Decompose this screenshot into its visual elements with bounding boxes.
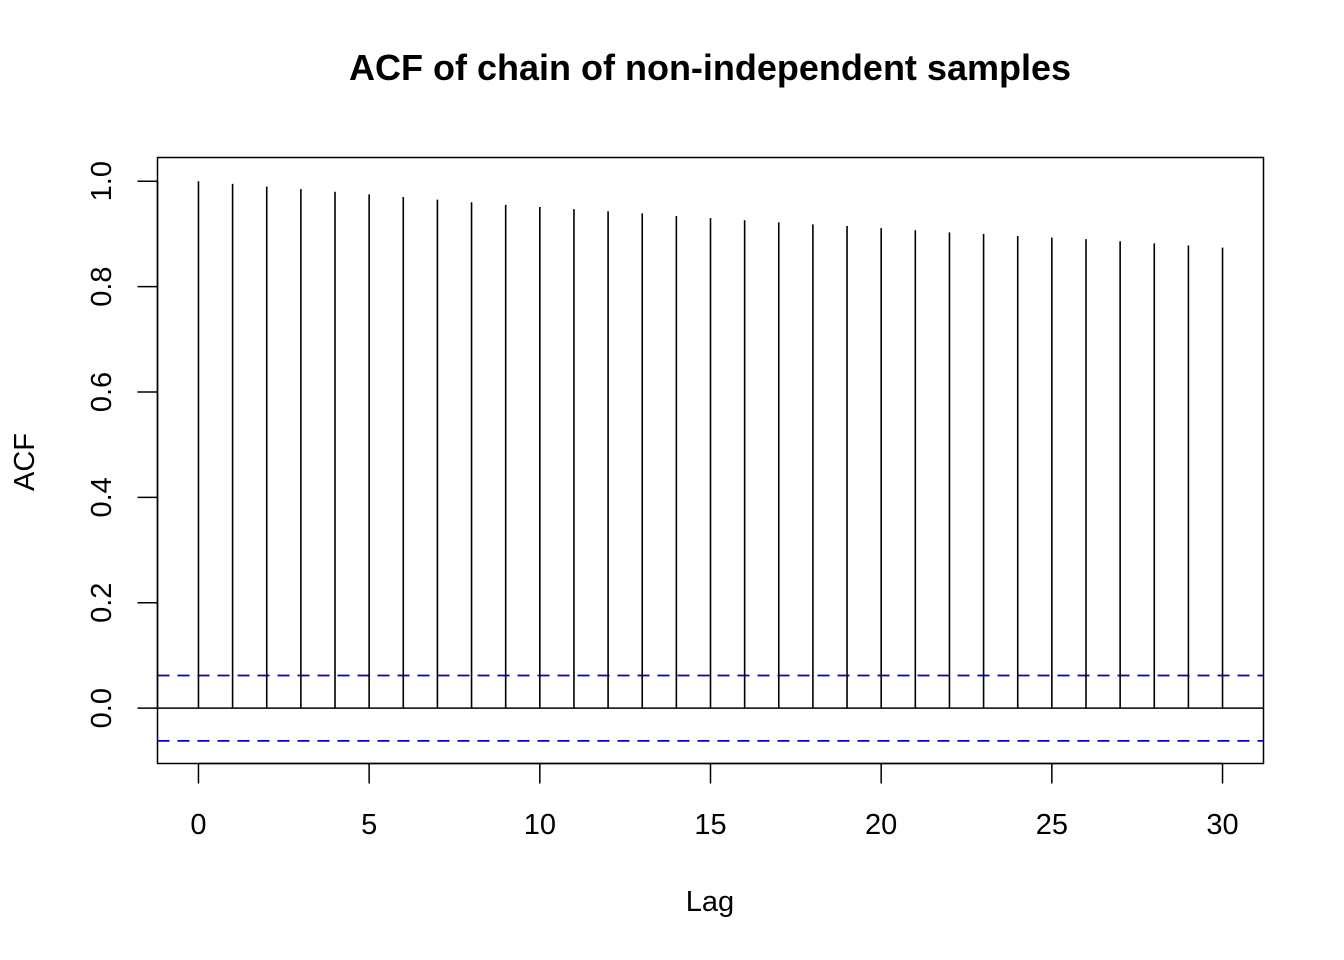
x-tick-label: 0	[190, 809, 206, 841]
y-tick-label: 0.6	[86, 372, 118, 412]
y-tick-label: 1.0	[86, 161, 118, 201]
y-tick-label: 0.2	[86, 583, 118, 623]
chart-title: ACF of chain of non-independent samples	[349, 47, 1071, 88]
y-tick-label: 0.0	[86, 688, 118, 728]
x-tick-label: 5	[361, 809, 377, 841]
x-tick-label: 10	[524, 809, 556, 841]
y-axis-label: ACF	[9, 433, 41, 491]
y-tick-label: 0.8	[86, 266, 118, 306]
x-axis: 0 5 10 15 20 25 30	[190, 762, 1239, 841]
x-tick-label: 30	[1206, 809, 1238, 841]
x-axis-label: Lag	[686, 886, 734, 918]
plot-marks	[157, 181, 1264, 742]
x-tick-label: 20	[865, 809, 897, 841]
y-tick-label: 0.4	[86, 477, 118, 517]
y-axis: 0.0 0.2 0.4 0.6 0.8 1.0	[86, 161, 159, 728]
x-tick-label: 15	[694, 809, 726, 841]
x-tick-label: 25	[1036, 809, 1068, 841]
